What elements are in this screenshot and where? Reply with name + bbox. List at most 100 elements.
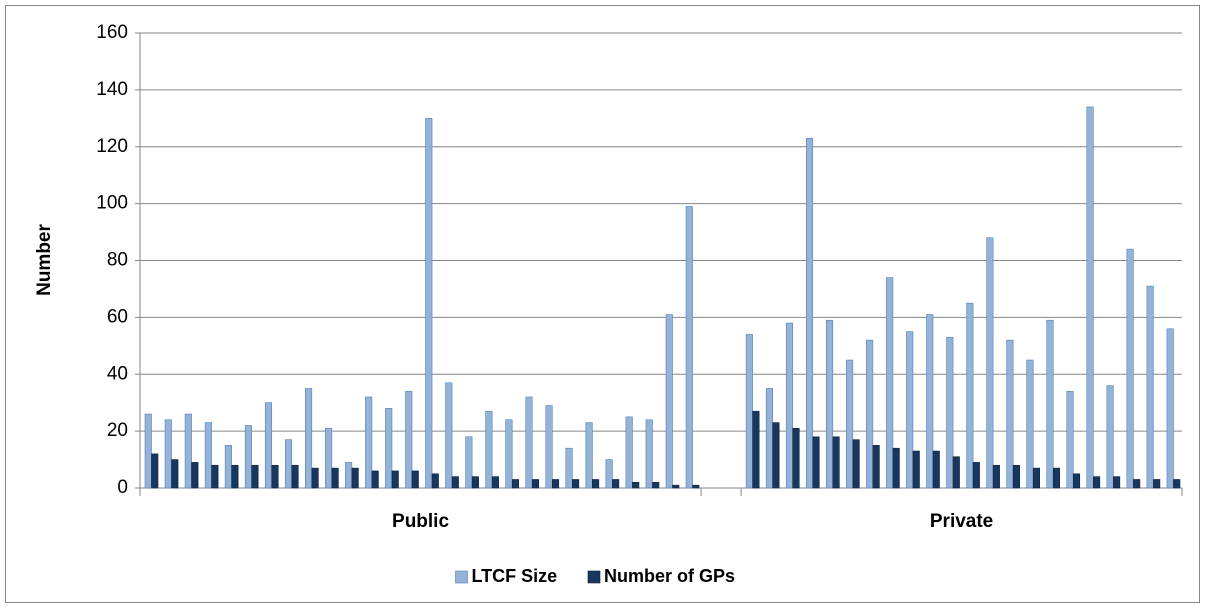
legend-swatch	[455, 570, 468, 584]
bar	[1052, 467, 1061, 489]
bar	[525, 396, 533, 489]
bar	[505, 419, 513, 489]
group-label: Public	[392, 511, 449, 532]
bar	[485, 410, 493, 489]
bar	[785, 322, 794, 489]
bar	[305, 388, 313, 489]
bar	[184, 413, 192, 489]
bar	[572, 479, 580, 489]
bar	[251, 464, 259, 489]
bar	[545, 405, 553, 489]
bar	[805, 137, 814, 489]
bar	[932, 450, 940, 489]
y-tick-label: 140	[96, 79, 128, 100]
bar	[471, 476, 479, 489]
legend-label: Number of GPs	[604, 566, 735, 586]
y-tick-label: 60	[107, 306, 128, 327]
bar	[665, 314, 673, 489]
bar	[832, 436, 840, 489]
bar	[465, 436, 473, 489]
y-tick-label: 100	[96, 193, 128, 214]
bar	[992, 464, 1000, 489]
bar	[271, 464, 279, 489]
y-tick-label: 40	[107, 363, 128, 384]
bar	[211, 464, 219, 489]
chart-border	[5, 5, 1200, 603]
bar	[431, 473, 439, 489]
bar	[906, 331, 914, 489]
bar	[1093, 476, 1101, 489]
bar	[1012, 464, 1020, 489]
bar	[1146, 285, 1154, 489]
bar	[685, 206, 693, 489]
bar	[752, 410, 760, 489]
bar	[812, 436, 820, 489]
bar	[531, 479, 540, 489]
bar	[772, 422, 780, 489]
y-tick-label: 120	[96, 136, 128, 157]
bar	[291, 464, 299, 489]
bar	[151, 453, 159, 489]
bar	[231, 464, 239, 489]
bar	[926, 314, 934, 489]
bar	[191, 462, 199, 489]
bar	[311, 467, 319, 489]
bar	[491, 476, 499, 489]
bar	[551, 479, 560, 489]
bar	[966, 302, 974, 489]
bar	[511, 479, 519, 489]
bar	[244, 425, 252, 489]
bar	[592, 479, 600, 489]
y-tick-label: 20	[107, 420, 128, 441]
bar	[826, 319, 834, 489]
bar	[1086, 106, 1094, 489]
bar	[585, 422, 593, 489]
bar	[952, 456, 960, 489]
bar	[605, 459, 613, 489]
bar	[692, 484, 700, 489]
bar	[164, 419, 172, 489]
y-tick-label: 80	[107, 250, 128, 271]
bar	[224, 445, 232, 489]
bar	[411, 470, 419, 489]
legend-label: LTCF Size	[472, 566, 558, 586]
bar	[1032, 467, 1040, 489]
bar	[632, 482, 640, 489]
bar	[451, 476, 459, 489]
bar	[886, 277, 894, 489]
bar	[1173, 479, 1181, 489]
bar	[204, 422, 212, 489]
bar	[365, 396, 373, 489]
bar	[371, 470, 379, 489]
bar	[1166, 328, 1174, 489]
bar	[892, 447, 900, 489]
bar	[645, 419, 653, 489]
y-tick-label: 160	[96, 22, 128, 43]
bar	[445, 382, 453, 489]
bar	[852, 439, 860, 489]
bar	[1106, 385, 1114, 489]
bar	[625, 416, 633, 489]
bar	[284, 439, 293, 489]
bar	[972, 462, 980, 489]
bar	[912, 450, 920, 489]
bar	[986, 237, 994, 489]
bar	[1113, 476, 1121, 489]
bar	[872, 445, 880, 489]
bar	[405, 391, 413, 489]
bar	[391, 470, 399, 489]
group-label: Private	[930, 511, 993, 532]
bar	[331, 467, 339, 489]
bar	[1046, 319, 1054, 489]
legend-swatch	[587, 570, 601, 584]
bar	[1026, 359, 1034, 489]
bar	[1006, 339, 1014, 489]
bar	[425, 118, 433, 489]
bar	[144, 413, 152, 489]
bar	[325, 427, 333, 489]
y-tick-label: 0	[117, 477, 128, 498]
bar	[385, 408, 393, 489]
bar	[1072, 473, 1081, 489]
bar	[612, 479, 620, 489]
bar	[1133, 479, 1141, 489]
